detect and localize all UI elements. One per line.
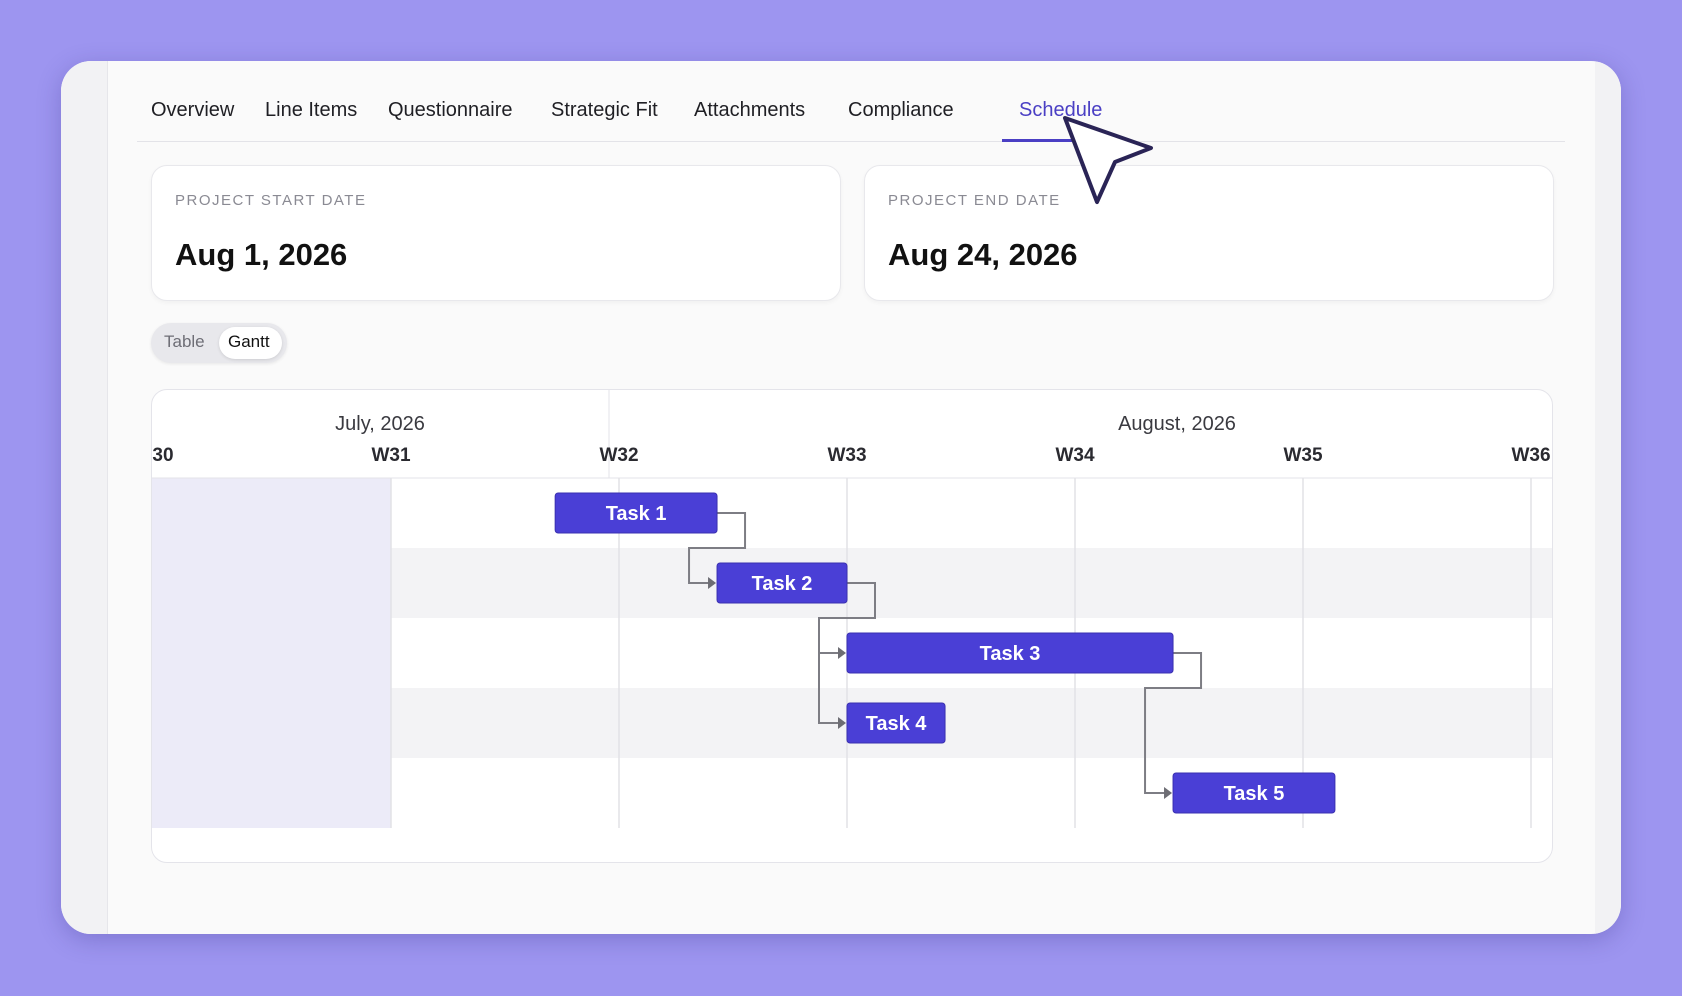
project-end-label: PROJECT END DATE xyxy=(888,192,1061,209)
dependency-connector xyxy=(818,582,876,724)
schedule-panel: Overview Line Items Questionnaire Strate… xyxy=(61,61,1621,934)
task-bar xyxy=(716,562,848,604)
week-label: W33 xyxy=(827,445,866,466)
dependency-arrow-icon xyxy=(838,647,846,659)
tab-strategic-fit[interactable]: Strategic Fit xyxy=(551,99,658,121)
toggle-selected-pill xyxy=(219,327,282,359)
toggle-table-option[interactable]: Table xyxy=(164,332,205,351)
week-label: W31 xyxy=(371,445,411,466)
project-start-card: PROJECT START DATE Aug 1, 2026 xyxy=(151,165,841,301)
toggle-gantt-option[interactable]: Gantt xyxy=(228,332,270,351)
gantt-svg: July, 2026 August, 2026 30 W31 W32 W33 W34 W35 W… xyxy=(152,390,1552,828)
gantt-chart: July, 2026 August, 2026 30 W31 W32 W33 W34 W35 W… xyxy=(151,389,1553,863)
dependency-connector xyxy=(1144,652,1203,794)
dependency-arrow-icon xyxy=(708,577,717,589)
week-label: W32 xyxy=(599,445,638,466)
task-bar-label: Task 4 xyxy=(866,713,928,735)
task-bar-label: Task 3 xyxy=(980,643,1041,665)
project-start-label: PROJECT START DATE xyxy=(175,192,367,209)
tab-line-items[interactable]: Line Items xyxy=(265,99,358,121)
dependency-arrow-icon xyxy=(838,717,846,729)
right-rail xyxy=(1595,61,1621,934)
dependency-arrow-icon xyxy=(1164,787,1173,799)
task-bar xyxy=(846,702,946,744)
month-label: August, 2026 xyxy=(1118,413,1236,435)
tab-compliance[interactable]: Compliance xyxy=(848,99,954,121)
task-bar-label: Task 2 xyxy=(752,573,813,595)
task-bar xyxy=(846,632,1174,674)
left-rail xyxy=(61,61,108,934)
project-end-value: Aug 24, 2026 xyxy=(888,237,1078,272)
task-bar-label: Task 1 xyxy=(606,503,667,525)
tab-questionnaire[interactable]: Questionnaire xyxy=(388,99,513,121)
month-label: July, 2026 xyxy=(335,413,425,435)
task-bar-label: Task 5 xyxy=(1224,783,1285,805)
mouse-cursor-icon xyxy=(1063,116,1153,204)
week-label: W34 xyxy=(1055,445,1095,466)
week-label: W36 xyxy=(1511,445,1550,466)
pre-start-highlight xyxy=(152,478,391,828)
project-end-card: PROJECT END DATE Aug 24, 2026 xyxy=(864,165,1554,301)
project-start-value: Aug 1, 2026 xyxy=(175,237,348,272)
tab-overview[interactable]: Overview xyxy=(151,99,235,121)
week-label: W35 xyxy=(1283,445,1323,466)
tab-bar: Overview Line Items Questionnaire Strate… xyxy=(137,61,1565,142)
active-tab-indicator xyxy=(1002,139,1109,142)
task-bar xyxy=(1172,772,1336,814)
view-toggle: Table Gantt xyxy=(151,323,287,363)
tab-schedule[interactable]: Schedule xyxy=(1019,99,1103,121)
dependency-connector xyxy=(688,512,747,584)
task-bar xyxy=(554,492,718,534)
tab-attachments[interactable]: Attachments xyxy=(694,99,806,121)
week-label: 30 xyxy=(152,445,173,466)
